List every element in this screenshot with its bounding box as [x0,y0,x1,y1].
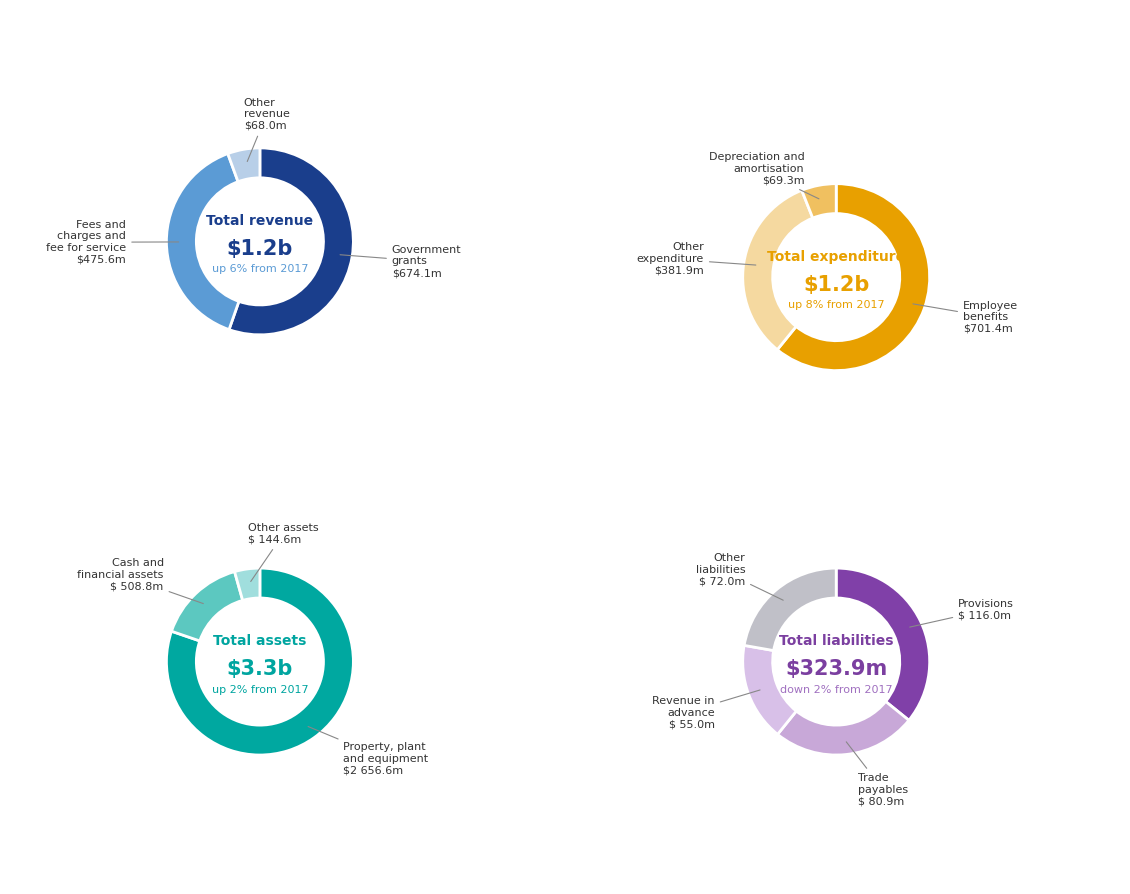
Text: Government
grants
$674.1m: Government grants $674.1m [340,245,461,278]
Wedge shape [836,568,930,721]
Wedge shape [172,571,243,641]
Text: Depreciation and
amortisation
$69.3m: Depreciation and amortisation $69.3m [709,152,819,198]
Text: Property, plant
and equipment
$2 656.6m: Property, plant and equipment $2 656.6m [308,727,428,775]
Wedge shape [228,148,260,181]
Wedge shape [777,702,909,755]
Text: up 8% from 2017: up 8% from 2017 [788,300,885,310]
Text: Total liabilities: Total liabilities [779,634,894,648]
Text: $1.2b: $1.2b [803,274,869,295]
Wedge shape [777,183,930,371]
Text: Trade
payables
$ 80.9m: Trade payables $ 80.9m [846,742,909,806]
Text: $3.3b: $3.3b [227,659,293,679]
Text: Fees and
charges and
fee for service
$475.6m: Fees and charges and fee for service $47… [46,220,179,265]
Wedge shape [166,568,354,755]
Wedge shape [235,568,260,601]
Text: $1.2b: $1.2b [227,239,293,259]
Text: Cash and
financial assets
$ 508.8m: Cash and financial assets $ 508.8m [77,558,203,603]
Wedge shape [745,568,836,651]
Text: Other
liabilities
$ 72.0m: Other liabilities $ 72.0m [696,553,783,600]
Text: Total assets: Total assets [214,634,306,648]
Text: down 2% from 2017: down 2% from 2017 [780,685,893,695]
Text: Total revenue: Total revenue [207,214,313,228]
Text: Revenue in
advance
$ 55.0m: Revenue in advance $ 55.0m [652,690,760,730]
Wedge shape [229,148,354,335]
Text: Other assets
$ 144.6m: Other assets $ 144.6m [249,523,319,581]
Text: Total expenditure: Total expenditure [767,249,905,264]
Wedge shape [166,154,238,330]
Text: Provisions
$ 116.0m: Provisions $ 116.0m [910,599,1014,627]
Wedge shape [742,190,812,350]
Text: up 2% from 2017: up 2% from 2017 [211,685,308,695]
Text: Other
expenditure
$381.9m: Other expenditure $381.9m [636,242,756,275]
Wedge shape [801,183,836,218]
Text: $323.9m: $323.9m [785,659,887,679]
Text: Other
revenue
$68.0m: Other revenue $68.0m [244,97,289,162]
Wedge shape [742,645,797,734]
Text: Employee
benefits
$701.4m: Employee benefits $701.4m [913,300,1018,333]
Text: up 6% from 2017: up 6% from 2017 [211,265,308,274]
